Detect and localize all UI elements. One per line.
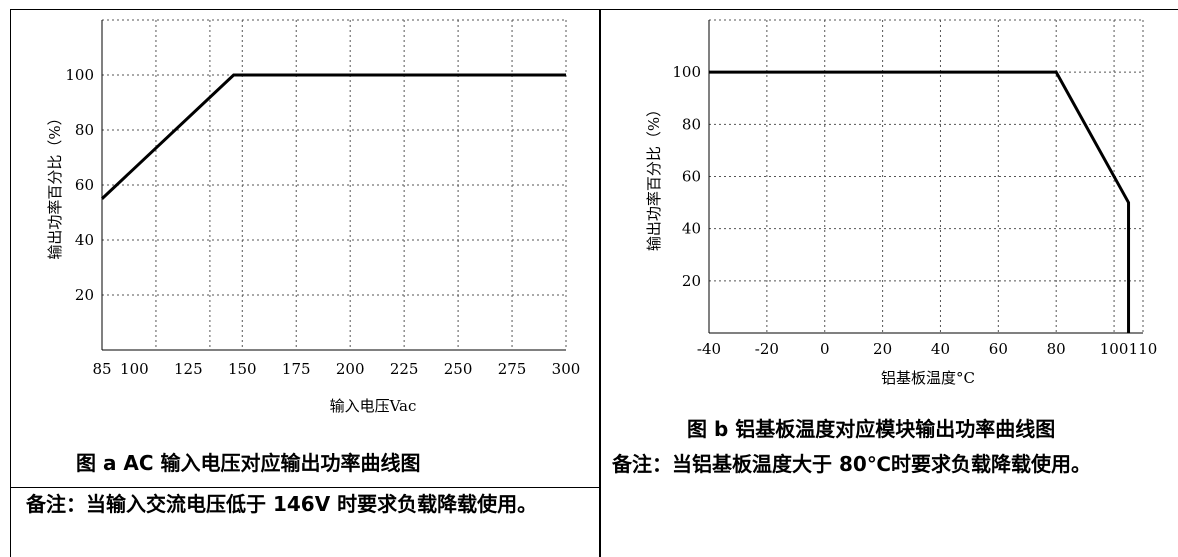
chart-a-x-tick-label: 275 xyxy=(498,360,527,378)
chart-a-x-tick-label: 100 xyxy=(120,360,149,378)
chart-b-x-tick-label: 60 xyxy=(989,340,1008,358)
figure-b-note: 备注：当铝基板温度大于 80℃时要求负载降载使用。 xyxy=(612,452,1092,476)
chart-a-x-tick-label: 85 xyxy=(92,360,111,378)
chart-a: 85 100 125 150 175 200 225 250 275 300 20 40 60 80 10… xyxy=(46,19,581,415)
chart-b-y-tick-label: 80 xyxy=(682,115,701,133)
chart-b-x-axis-label: 铝基板温度°C xyxy=(881,369,975,387)
chart-a-x-tick-label: 150 xyxy=(228,360,257,378)
frame-top-border xyxy=(10,9,1178,10)
chart-b-x-tick-label: -40 xyxy=(697,340,721,358)
chart-b-x-tick-label: 20 xyxy=(873,340,892,358)
chart-a-y-tick-label: 40 xyxy=(75,231,94,249)
chart-a-x-tick-label: 125 xyxy=(174,360,203,378)
figure-b-caption: 图 b 铝基板温度对应模块输出功率曲线图 xyxy=(687,417,1056,441)
chart-a-x-tick-label: 200 xyxy=(336,360,365,378)
chart-b-derating-line xyxy=(709,70,1131,333)
chart-b-x-tick-label: 0 xyxy=(820,340,830,358)
chart-b-y-tick-label: 20 xyxy=(682,272,701,290)
chart-b-x-tick-label: -20 xyxy=(755,340,779,358)
chart-b-y-tick-label: 40 xyxy=(682,220,701,238)
chart-a-y-tick-label: 80 xyxy=(75,121,94,139)
chart-b-x-tick-label: 110 xyxy=(1129,340,1158,358)
chart-a-y-tick-label: 60 xyxy=(75,176,94,194)
chart-a-x-tick-label: 250 xyxy=(444,360,473,378)
chart-b-x-tick-label: 100 xyxy=(1100,340,1129,358)
chart-a-derating-line xyxy=(100,73,566,200)
chart-a-x-axis-label: 输入电压Vac xyxy=(330,397,417,415)
figure-a-note: 备注：当输入交流电压低于 146V 时要求负载降载使用。 xyxy=(26,492,538,516)
chart-a-x-tick-label: 225 xyxy=(390,360,419,378)
chart-a-y-axis-label: 输出功率百分比（%） xyxy=(46,110,64,259)
chart-b-y-tick-label: 100 xyxy=(672,63,701,81)
chart-a-x-tick-label: 175 xyxy=(282,360,311,378)
note-separator xyxy=(10,487,600,488)
chart-a-x-tick-label: 300 xyxy=(552,360,581,378)
frame-divider xyxy=(599,9,601,557)
chart-b-y-tick-label: 60 xyxy=(682,168,701,186)
figure-a-caption: 图 a AC 输入电压对应输出功率曲线图 xyxy=(76,451,421,475)
frame-left-border xyxy=(10,9,11,557)
chart-a-y-tick-label: 100 xyxy=(65,66,94,84)
chart-b-x-tick-label: 40 xyxy=(931,340,950,358)
chart-a-y-tick-label: 20 xyxy=(75,286,94,304)
chart-b-x-tick-label: 80 xyxy=(1047,340,1066,358)
chart-b-y-axis-label: 输出功率百分比（%） xyxy=(645,102,663,251)
